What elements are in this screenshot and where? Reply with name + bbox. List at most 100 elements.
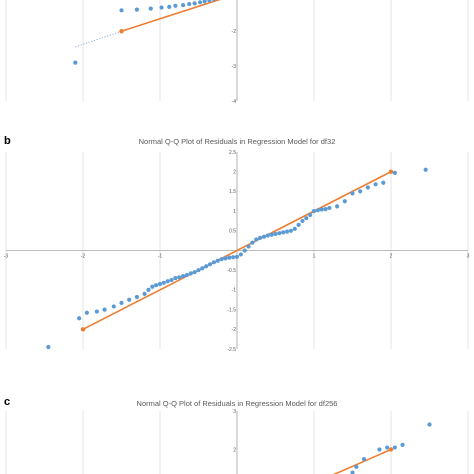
data-point — [215, 258, 220, 263]
data-point — [308, 212, 313, 218]
data-point — [207, 262, 213, 267]
y-tick-label: 3 — [233, 409, 236, 415]
data-point — [159, 5, 164, 10]
data-point — [192, 270, 197, 275]
data-point — [315, 208, 320, 213]
x-tick-label: -2 — [81, 254, 86, 260]
data-point — [204, 264, 209, 269]
data-point — [148, 6, 153, 11]
data-point — [197, 0, 203, 5]
data-point — [127, 297, 132, 302]
data-point — [134, 7, 139, 12]
chart-panel-c: 32 — [5, 409, 469, 474]
data-point — [265, 233, 270, 238]
data-point — [400, 442, 405, 447]
data-point — [261, 234, 267, 239]
data-point — [392, 170, 397, 175]
y-tick-label: -0.5 — [227, 268, 236, 274]
data-point — [187, 1, 192, 7]
data-point — [119, 300, 124, 306]
data-point — [169, 277, 174, 283]
y-tick-label: -1.5 — [227, 307, 236, 313]
data-point — [146, 287, 151, 292]
data-point — [258, 235, 263, 240]
data-point — [354, 464, 359, 469]
data-point — [184, 272, 190, 278]
data-point — [134, 294, 139, 300]
data-point — [319, 207, 324, 212]
panel-label-b: b — [4, 135, 11, 147]
data-point — [196, 268, 201, 273]
y-tick-label: 0.5 — [229, 229, 236, 235]
x-tick-label: -3 — [4, 254, 9, 260]
data-point — [423, 167, 428, 172]
data-point — [202, 0, 207, 4]
y-tick-label: 1.5 — [229, 189, 236, 195]
data-point — [231, 255, 236, 260]
data-point — [288, 228, 293, 233]
data-point — [177, 275, 182, 280]
chart-panel-b: 2.5 2 1.5 1 0.5 -0.5 -1 -1.5 -2 -2.5 -3 -2 -1 1 2 3 — [4, 150, 470, 353]
data-point — [142, 291, 147, 296]
y-tick-label: -4 — [232, 99, 237, 105]
y-tick-label: 2 — [233, 170, 236, 176]
x-tick-label: 2 — [390, 254, 393, 260]
data-point — [161, 280, 166, 285]
reference-line-endpoint — [80, 327, 86, 332]
data-point — [342, 199, 347, 204]
data-point — [284, 229, 290, 234]
data-point — [381, 180, 386, 185]
y-tick-label: -1 — [232, 288, 237, 294]
data-point — [350, 191, 355, 196]
y-tick-label: -2 — [232, 29, 237, 35]
data-point — [223, 256, 228, 261]
data-point — [250, 240, 255, 245]
data-point — [311, 209, 317, 214]
data-point — [188, 271, 193, 276]
data-point — [165, 279, 170, 284]
data-point — [73, 60, 78, 65]
x-tick-label: 1 — [313, 254, 316, 260]
data-point — [304, 216, 309, 221]
y-tick-label: 1 — [233, 209, 236, 215]
data-point — [361, 457, 367, 462]
data-point — [277, 231, 282, 236]
data-point — [46, 344, 51, 350]
data-point — [377, 447, 382, 452]
reference-line — [82, 170, 392, 331]
data-point — [281, 230, 286, 235]
data-point — [154, 283, 159, 288]
data-point — [173, 275, 178, 281]
data-point — [77, 316, 82, 321]
data-point — [365, 185, 370, 190]
reference-line — [121, 0, 221, 33]
chart-panel-a: -2 -3 -4 — [5, 0, 469, 105]
chart-title-c: Normal Q-Q Plot of Residuals in Regressi… — [137, 399, 338, 408]
reference-line-endpoint — [119, 29, 124, 34]
chart-title-b: Normal Q-Q Plot of Residuals in Regressi… — [139, 137, 336, 146]
y-tick-label: -3 — [232, 64, 237, 70]
data-point — [181, 274, 186, 279]
reference-line — [333, 448, 392, 474]
y-tick-label: 2.5 — [229, 150, 236, 156]
data-point — [392, 445, 397, 450]
y-tick-label: -2 — [232, 327, 237, 333]
data-point — [181, 2, 186, 8]
data-point — [427, 422, 432, 427]
data-point — [119, 8, 124, 13]
panel-label-c: c — [4, 396, 10, 408]
data-point — [173, 3, 178, 8]
data-point — [102, 307, 107, 312]
data-point — [211, 260, 216, 265]
data-point — [300, 218, 305, 224]
data-point — [150, 284, 155, 289]
data-point — [227, 255, 232, 260]
reference-line-dotted — [75, 30, 122, 48]
data-point — [385, 445, 390, 450]
data-point — [242, 248, 247, 253]
data-point — [94, 309, 99, 314]
data-point — [335, 204, 340, 209]
data-point — [269, 232, 274, 237]
data-point — [84, 310, 89, 315]
